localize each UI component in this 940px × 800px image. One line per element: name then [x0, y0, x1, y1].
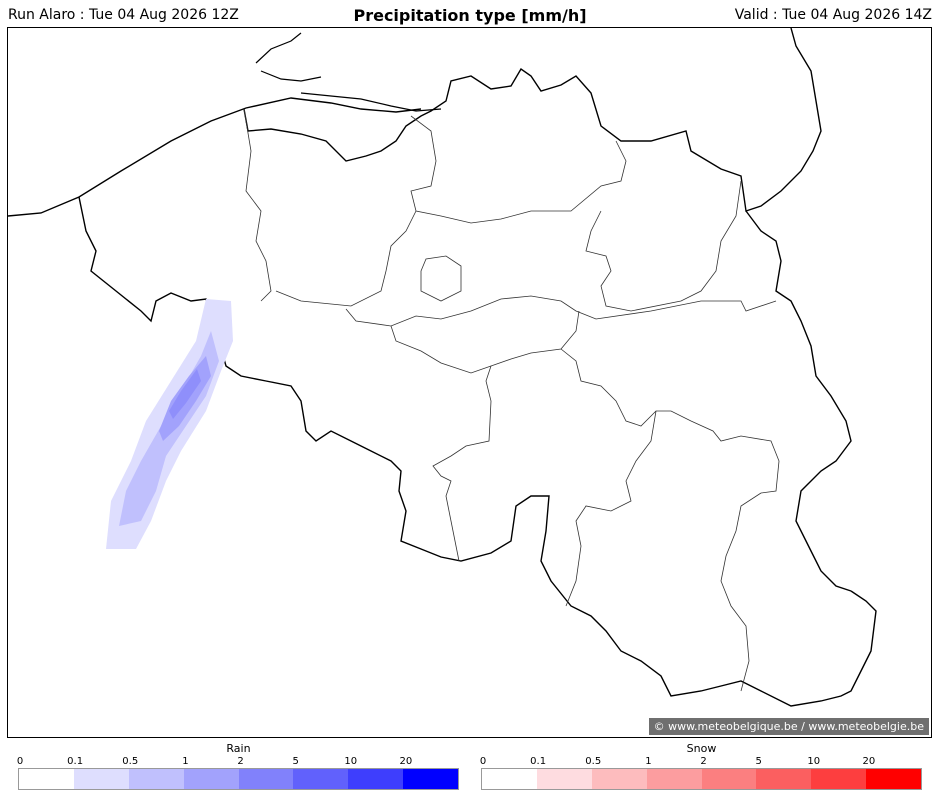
rain-color-bar: [18, 768, 459, 790]
france-border: [78, 196, 877, 707]
rain-tick-label: 0.1: [67, 756, 84, 767]
belgium-map: [8, 28, 877, 707]
east-border: [745, 210, 852, 592]
rain-color-swatch: [293, 769, 349, 789]
snow-tick-label: 1: [645, 756, 652, 767]
rain-color-swatch: [348, 769, 404, 789]
snow-color-swatch: [591, 769, 647, 789]
snow-color-swatch: [811, 769, 867, 789]
rain-color-swatch: [128, 769, 184, 789]
snow-color-swatch: [701, 769, 757, 789]
snow-color-swatch: [646, 769, 702, 789]
snow-legend-title: Snow: [686, 742, 717, 755]
rain-color-swatch: [238, 769, 294, 789]
rain-color-swatch: [183, 769, 239, 789]
snow-color-swatch: [536, 769, 592, 789]
rain-color-swatch: [73, 769, 129, 789]
run-label: Run Alaro : Tue 04 Aug 2026 12Z: [8, 7, 239, 23]
estuary-coast: [255, 32, 442, 112]
coastline: [8, 97, 422, 217]
rain-color-swatch: [403, 769, 458, 789]
snow-legend: Snow 0 0.1 0.5 1 2 5 10 20: [479, 742, 922, 798]
valid-label: Valid : Tue 04 Aug 2026 14Z: [734, 7, 932, 23]
map-title: Precipitation type [mm/h]: [353, 6, 587, 25]
rain-tick-label: 5: [292, 756, 299, 767]
rain-precip-band: [106, 299, 233, 549]
rain-legend: Rain 0 0.1 0.5 1 2 5 10 20: [16, 742, 459, 798]
rain-color-swatch: [19, 769, 74, 789]
rain-tick-label: 1: [182, 756, 189, 767]
snow-color-bar: [481, 768, 922, 790]
snow-legend-ticks: 0 0.1 0.5 1 2 5 10 20: [479, 756, 922, 768]
snow-tick-label: 0: [479, 756, 487, 767]
snow-tick-label: 2: [700, 756, 707, 767]
rain-tick-label: 0: [16, 756, 24, 767]
rain-tick-label: 2: [237, 756, 244, 767]
snow-tick-label: 10: [807, 756, 821, 767]
snow-color-swatch: [866, 769, 921, 789]
rain-tick-label: 10: [344, 756, 358, 767]
snow-color-swatch: [482, 769, 537, 789]
snow-tick-label: 0.5: [585, 756, 602, 767]
rain-legend-title: Rain: [226, 742, 251, 755]
province-borders: [243, 108, 780, 692]
rain-legend-ticks: 0 0.1 0.5 1 2 5 10 20: [16, 756, 459, 768]
rain-tick-label: 0.5: [122, 756, 139, 767]
snow-tick-label: 0.1: [530, 756, 547, 767]
north-border: [243, 28, 822, 212]
snow-tick-label: 5: [755, 756, 762, 767]
rain-tick-label: 20: [399, 756, 413, 767]
snow-tick-label: 20: [862, 756, 876, 767]
credit-label: © www.meteobelgique.be / www.meteobelgie…: [648, 718, 929, 735]
snow-color-swatch: [756, 769, 812, 789]
map-panel: © www.meteobelgique.be / www.meteobelgie…: [7, 27, 932, 738]
